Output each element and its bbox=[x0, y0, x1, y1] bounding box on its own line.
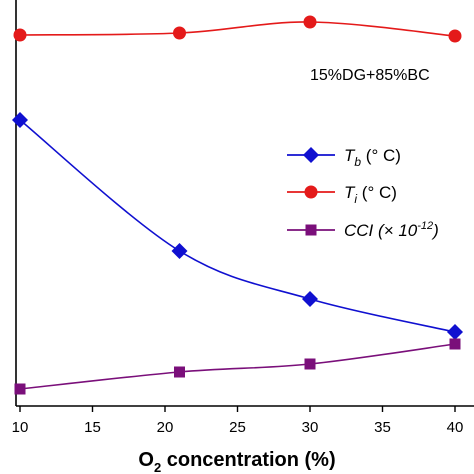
series-line bbox=[19, 21, 456, 37]
series-layer bbox=[12, 15, 463, 395]
x-axis-title-rest: concentration (%) bbox=[161, 449, 335, 471]
legend-marker bbox=[304, 185, 318, 199]
data-point bbox=[303, 15, 317, 29]
series-2 bbox=[14, 338, 461, 395]
x-axis-title: O2 concentration (%) bbox=[138, 449, 335, 474]
x-axis-title-sub: 2 bbox=[154, 460, 161, 474]
legend-item: Ti (° C) bbox=[287, 183, 397, 206]
series-0 bbox=[12, 112, 463, 340]
data-point bbox=[171, 243, 188, 259]
legend-item: Tb (° C) bbox=[287, 146, 401, 169]
x-tick-label: 20 bbox=[157, 419, 174, 436]
annotation-text: 15%DG+85%BC bbox=[310, 67, 430, 84]
legend-label: Ti (° C) bbox=[344, 183, 397, 206]
data-point bbox=[448, 29, 462, 43]
data-point bbox=[14, 383, 26, 395]
data-point bbox=[12, 112, 28, 128]
legend: Tb (° C) Ti (° C) CCI (× 10-12) bbox=[287, 146, 439, 240]
x-tick-label: 10 bbox=[12, 419, 29, 436]
series-line bbox=[19, 119, 456, 333]
x-axis-title-main: O bbox=[138, 449, 154, 471]
x-tick-label: 35 bbox=[374, 419, 391, 436]
data-point bbox=[13, 28, 27, 42]
legend-marker bbox=[303, 147, 319, 163]
x-ticks: 10 15 20 25 30 35 40 bbox=[12, 406, 464, 436]
x-tick-label: 15 bbox=[84, 419, 101, 436]
x-tick-label: 30 bbox=[302, 419, 319, 436]
data-point bbox=[302, 291, 318, 307]
series-line bbox=[19, 343, 456, 390]
x-tick-label: 25 bbox=[229, 419, 246, 436]
x-tick-label: 40 bbox=[447, 419, 464, 436]
legend-item: CCI (× 10-12) bbox=[287, 220, 439, 240]
data-point bbox=[304, 358, 316, 370]
data-point bbox=[174, 366, 185, 378]
legend-marker bbox=[305, 224, 317, 236]
data-point bbox=[449, 338, 461, 350]
series-1 bbox=[13, 15, 462, 43]
data-point bbox=[447, 324, 463, 340]
legend-label: Tb (° C) bbox=[344, 146, 401, 169]
legend-label: CCI (× 10-12) bbox=[344, 220, 439, 240]
data-point bbox=[173, 26, 186, 40]
